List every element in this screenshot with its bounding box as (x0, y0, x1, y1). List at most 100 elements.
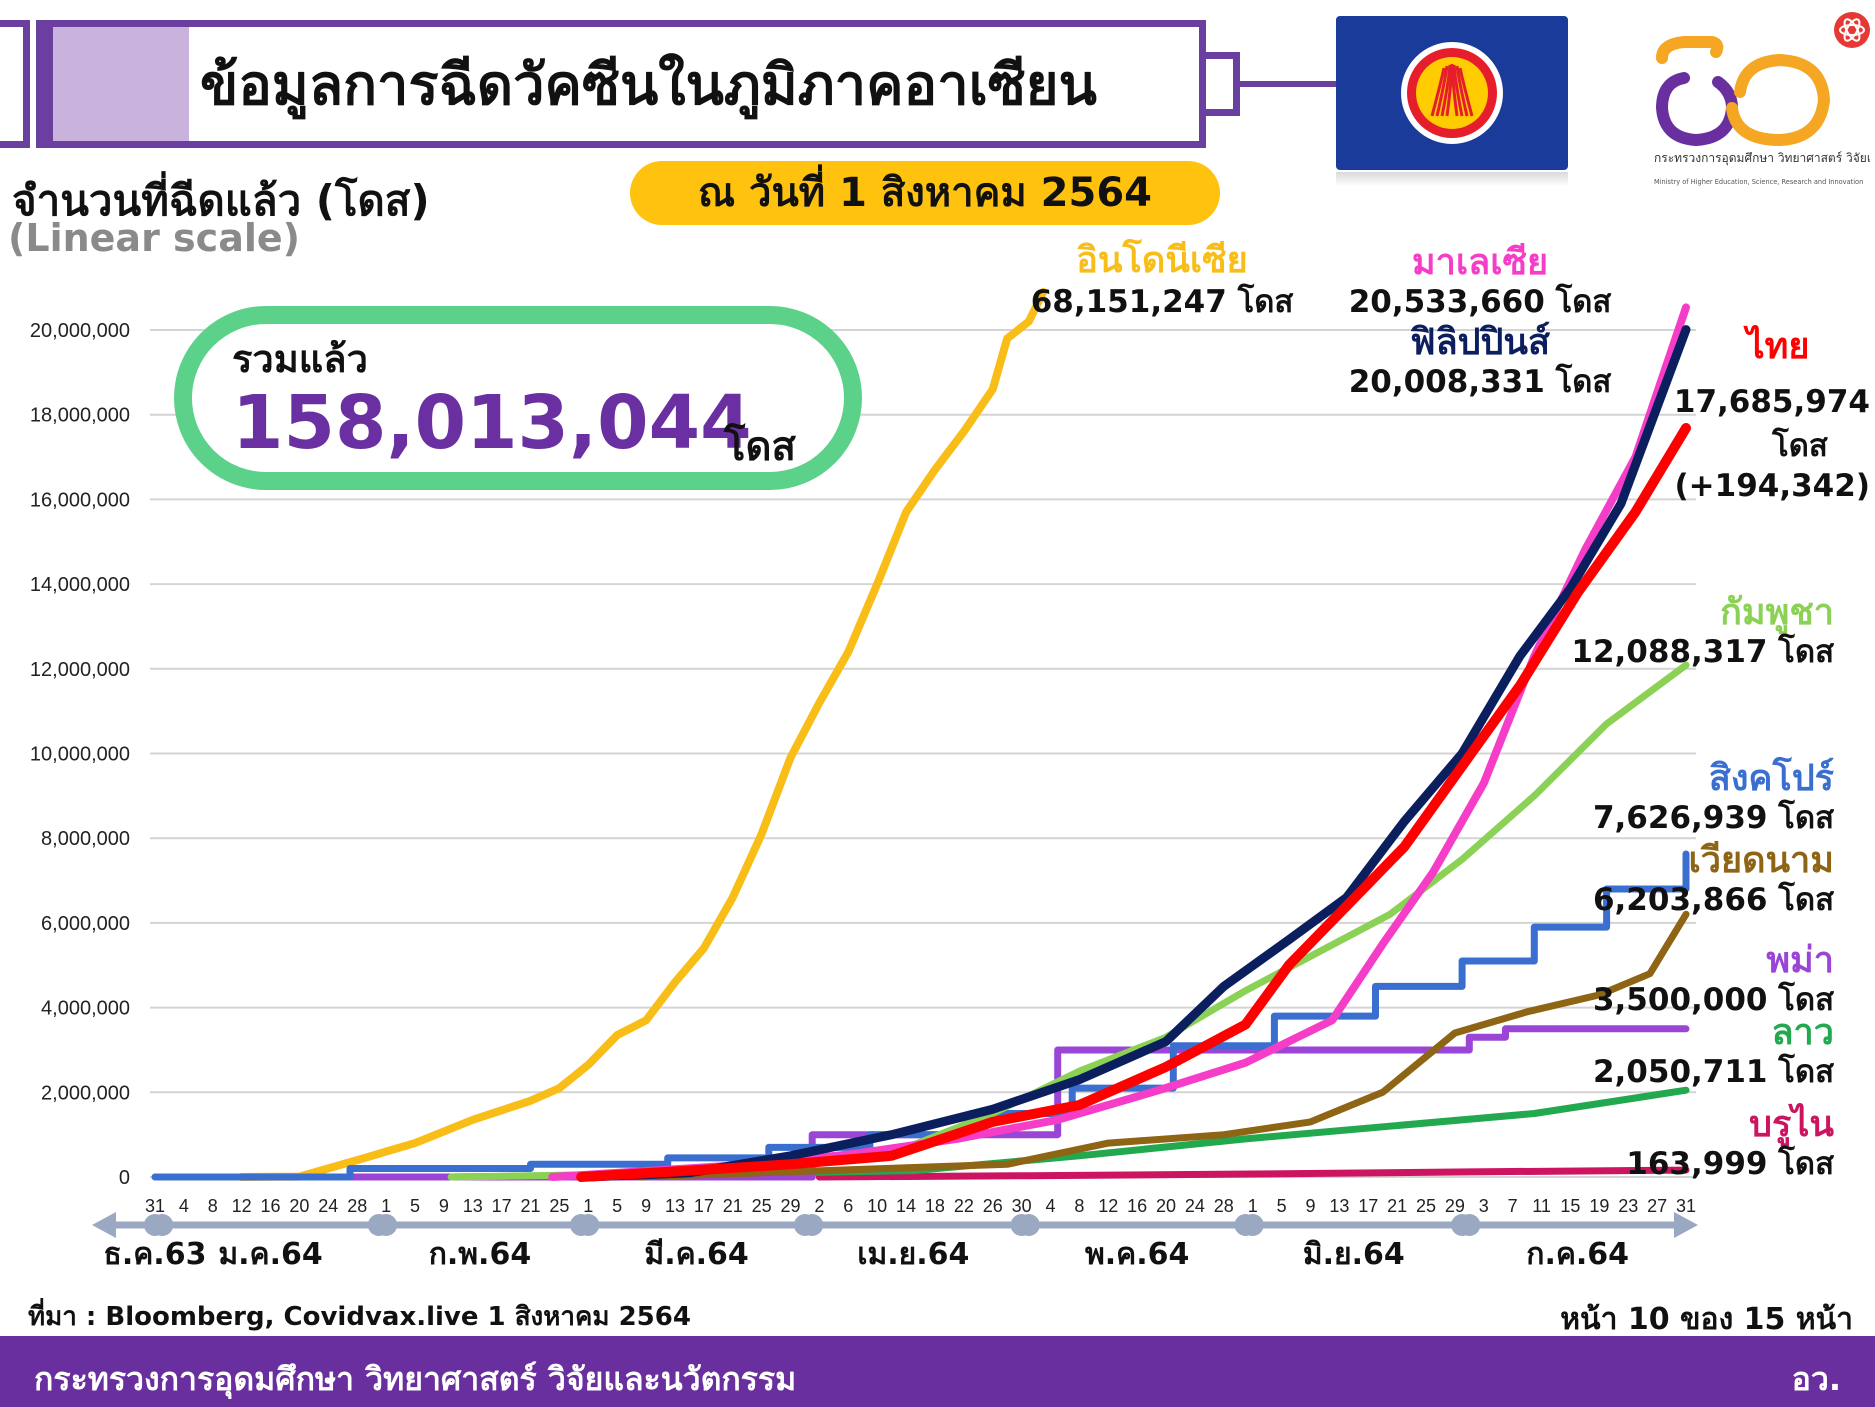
series-name-label: สิงคโปร์ (1709, 756, 1835, 799)
month-label: มิ.ย.64 (1303, 1237, 1405, 1272)
y-tick-label: 12,000,000 (30, 659, 130, 681)
month-label: ม.ค.64 (218, 1237, 322, 1272)
x-tick-label: 20 (1156, 1196, 1176, 1216)
x-tick-label: 9 (439, 1196, 449, 1216)
series-name-label: บรูไน (1749, 1102, 1834, 1147)
x-tick-label: 13 (665, 1196, 685, 1216)
x-tick-label: 1 (583, 1196, 593, 1216)
x-tick-label: 22 (954, 1196, 974, 1216)
series-value-label: 2,050,711 โดส (1593, 1053, 1834, 1090)
total-doses-unit: โดส (724, 424, 796, 470)
page-title: ข้อมูลการฉีดวัคซีนในภูมิภาคอาเซียน (200, 53, 1097, 118)
series-name-label: กัมพูชา (1720, 592, 1834, 635)
month-boundary-dot (801, 1214, 824, 1236)
x-tick-label: 11 (1532, 1196, 1551, 1216)
vaccination-line-chart: 0 2,000,000 4,000,000 6,000,000 8,000,000 10,… (30, 238, 1870, 1272)
series-line (237, 287, 1048, 1181)
x-tick-label: 25 (752, 1196, 772, 1216)
x-tick-label: 28 (1214, 1196, 1234, 1216)
total-doses-value: 158,013,044 (232, 380, 752, 466)
footer-organization: กระทรวงการอุดมศึกษา วิทยาศาสตร์ วิจัยและ… (34, 1360, 797, 1398)
y-tick-label: 6,000,000 (41, 913, 130, 935)
y-tick-label: 4,000,000 (41, 998, 130, 1020)
x-tick-label: 24 (1185, 1196, 1205, 1216)
source-note: ที่มา : Bloomberg, Covidvax.live 1 สิงหา… (28, 1302, 691, 1332)
series-value-label: 3,500,000 โดส (1593, 981, 1834, 1018)
asean-emblem-icon (1401, 42, 1503, 144)
y-axis-title: จำนวนที่ฉีดแล้ว (โดส) (12, 176, 430, 225)
series-value-label: 6,203,866 โดส (1593, 881, 1834, 918)
y-tick-label: 16,000,000 (30, 489, 130, 511)
logo-ministry-th: กระทรวงการอุดมศึกษา วิทยาศาสตร์ วิจัยและ… (1654, 151, 1870, 166)
x-tick-label: 3 (1479, 1196, 1489, 1216)
x-tick-label: 17 (694, 1196, 714, 1216)
x-tick-label: 29 (780, 1196, 800, 1216)
x-tick-label: 5 (1277, 1196, 1287, 1216)
x-tick-label: 8 (208, 1196, 218, 1216)
left-arrow-icon (92, 1212, 116, 1238)
x-tick-label: 4 (1045, 1196, 1055, 1216)
series-value-label: 7,626,939 โดส (1593, 799, 1834, 836)
x-tick-label: 6 (843, 1196, 853, 1216)
right-arrow-icon (1674, 1212, 1698, 1238)
y-tick-label: 20,000,000 (30, 320, 130, 342)
logo-ministry-en: Ministry of Higher Education, Science, R… (1654, 178, 1863, 186)
footer-abbreviation: อว. (1791, 1360, 1841, 1398)
x-tick-label: 27 (1647, 1196, 1667, 1216)
series-name-label: ลาว (1772, 1012, 1835, 1053)
total-doses-label: รวมแล้ว (232, 337, 368, 381)
series-value-label: 12,088,317 โดส (1571, 633, 1834, 670)
y-tick-label: 0 (119, 1167, 130, 1189)
y-tick-label: 18,000,000 (30, 405, 130, 427)
series-name-label: มาเลเซีย (1412, 242, 1548, 283)
x-tick-label: 21 (723, 1196, 743, 1216)
month-boundary-dot (1241, 1214, 1264, 1236)
series-labels: อินโดนีเซีย68,151,247 โดส มาเลเซีย20,533,… (1031, 238, 1870, 1182)
x-tick-label: 31 (145, 1196, 165, 1216)
x-tick-label: 21 (521, 1196, 541, 1216)
month-label: ก.พ.64 (429, 1237, 531, 1272)
footer-bar (0, 1336, 1875, 1407)
date-badge: ณ วันที่ 1 สิงหาคม 2564 (630, 161, 1220, 225)
x-tick-label: 1 (381, 1196, 391, 1216)
series-line (815, 1166, 1690, 1181)
series-name-label: เวียดนาม (1688, 840, 1834, 881)
x-tick-label: 20 (289, 1196, 309, 1216)
flag-shadow (1336, 172, 1568, 186)
x-tick-label: 12 (232, 1196, 252, 1216)
y-tick-label: 14,000,000 (30, 574, 130, 596)
y-axis-scale-note: (Linear scale) (8, 216, 300, 260)
syringe-tip-icon (1206, 52, 1240, 116)
x-tick-label: 4 (179, 1196, 189, 1216)
x-tick-label: 13 (1329, 1196, 1349, 1216)
month-boundary-dot (151, 1214, 174, 1236)
x-tick-label: 30 (1012, 1196, 1032, 1216)
syringe-barrel-icon (46, 20, 1206, 148)
y-axis-ticks: 0 2,000,000 4,000,000 6,000,000 8,000,000 10,… (30, 320, 130, 1189)
month-label: ก.ค.64 (1526, 1237, 1629, 1272)
x-tick-label: 14 (896, 1196, 916, 1216)
x-tick-label: 8 (1074, 1196, 1084, 1216)
x-tick-label: 16 (1127, 1196, 1147, 1216)
mhesi-logo-icon: กระทรวงการอุดมศึกษา วิทยาศาสตร์ วิจัยและ… (1654, 12, 1875, 186)
x-tick-label: 2 (814, 1196, 824, 1216)
x-axis: 31 4 8 12 16 20 24 28 1 5 9 13 17 21 25 1 5 9 13 17 21 25 29 2 6… (92, 1196, 1698, 1272)
series-line (635, 910, 1690, 1181)
x-tick-label: 28 (347, 1196, 367, 1216)
month-label: มี.ค.64 (644, 1237, 748, 1272)
x-tick-label: 9 (1305, 1196, 1315, 1216)
x-tick-label: 16 (261, 1196, 281, 1216)
series-value-label: 68,151,247 โดส (1031, 283, 1294, 320)
month-label: เม.ย.64 (857, 1237, 969, 1272)
x-tick-label: 25 (1416, 1196, 1436, 1216)
series-value-label: 163,999 โดส (1626, 1145, 1834, 1182)
x-tick-label: 19 (1589, 1196, 1609, 1216)
ministry-logo: กระทรวงการอุดมศึกษา วิทยาศาสตร์ วิจัยและ… (1640, 8, 1875, 198)
series-extra-label: โดส (1771, 427, 1828, 464)
month-boundary-dot (1017, 1214, 1040, 1236)
series-line (576, 423, 1691, 1182)
x-tick-label: 13 (463, 1196, 483, 1216)
x-tick-label: 29 (1445, 1196, 1465, 1216)
x-tick-label: 25 (549, 1196, 569, 1216)
series-name-label: อินโดนีเซีย (1076, 238, 1247, 281)
